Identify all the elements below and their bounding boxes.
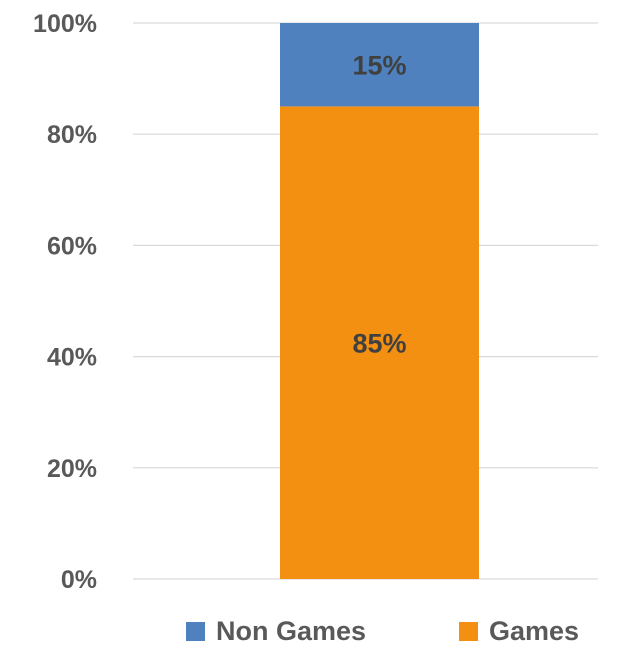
y-tick-label: 80% [47, 121, 97, 149]
y-tick-label: 100% [33, 10, 97, 38]
legend: Non Games Games [186, 616, 579, 646]
legend-label-games: Games [489, 616, 579, 646]
bar-segment-non-games [280, 23, 479, 107]
bar-segment-games [280, 106, 479, 580]
y-tick-label: 60% [47, 232, 97, 260]
y-tick-label: 20% [47, 455, 97, 483]
data-label-games: 85% [352, 329, 406, 359]
y-tick-label: 0% [61, 566, 97, 594]
legend-label-non-games: Non Games [216, 616, 366, 646]
data-labels: 85% 15% [352, 51, 406, 359]
legend-swatch-non-games [186, 622, 205, 641]
legend-swatch-games [459, 622, 478, 641]
y-tick-label: 40% [47, 344, 97, 372]
data-label-non-games: 15% [352, 51, 406, 81]
y-axis-tick-labels: 0% 20% 40% 60% 80% 100% [33, 10, 97, 594]
bars [280, 23, 479, 580]
